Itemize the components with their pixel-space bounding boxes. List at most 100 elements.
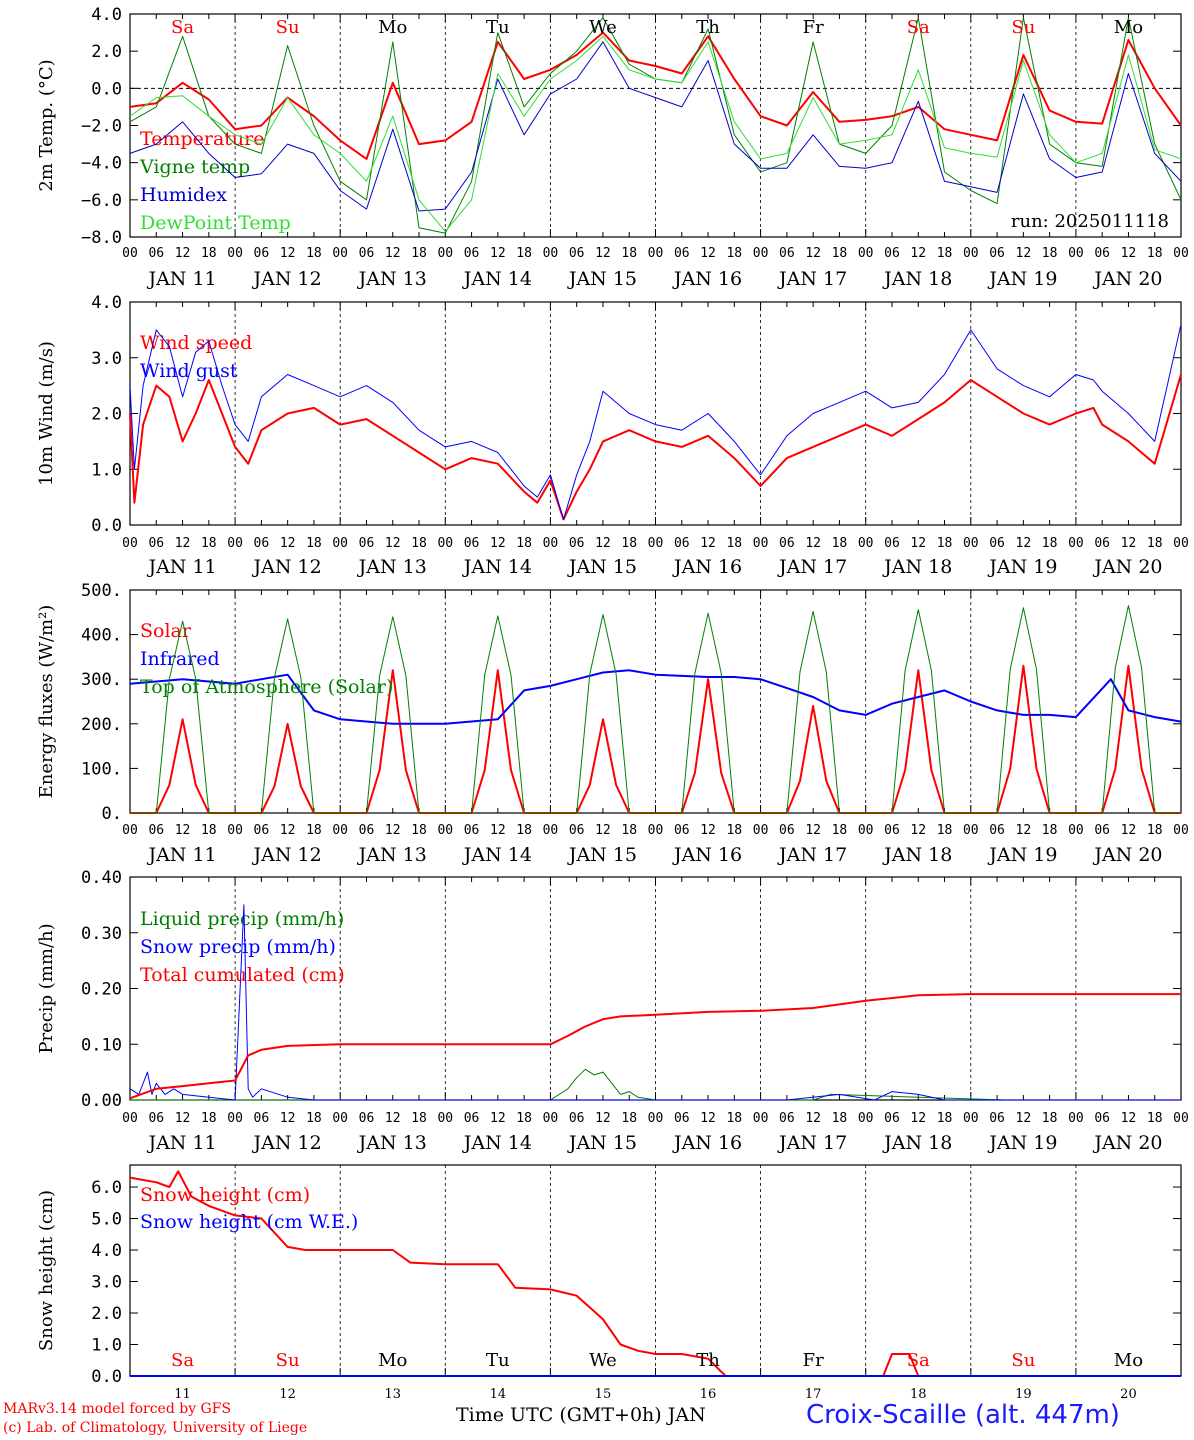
date-label: JAN 14 (462, 268, 532, 290)
hour-tick-label: 18 (201, 823, 217, 838)
y-tick-label: −2.0 (81, 117, 122, 137)
y-tick-label: 0.0 (91, 1367, 122, 1387)
weekday-label: Sa (171, 17, 194, 38)
weekday-label: We (589, 17, 617, 38)
hour-tick-label: 06 (989, 1111, 1005, 1126)
hour-tick-label: 00 (543, 1111, 559, 1126)
hour-tick-label: 00 (437, 246, 453, 261)
y-tick-label: 0.0 (91, 516, 122, 536)
hour-tick-label: 18 (1042, 536, 1058, 551)
hour-tick-label: 18 (726, 1111, 742, 1126)
hour-tick-label: 00 (122, 1111, 138, 1126)
hour-tick-label: 18 (726, 536, 742, 551)
hour-tick-label: 06 (884, 246, 900, 261)
hour-tick-label: 18 (516, 246, 532, 261)
hour-tick-label: 12 (280, 1111, 296, 1126)
weekday-label: Sa (907, 1350, 930, 1371)
hour-tick-label: 06 (779, 823, 795, 838)
hour-tick-label: 18 (726, 246, 742, 261)
date-label: JAN 20 (1092, 844, 1162, 866)
hour-tick-label: 00 (753, 1111, 769, 1126)
hour-tick-label: 12 (595, 246, 611, 261)
hour-tick-label: 06 (148, 823, 164, 838)
y-tick-label: 0.20 (81, 980, 122, 1000)
hour-tick-label: 00 (753, 823, 769, 838)
y-tick-label: 200. (81, 715, 122, 735)
date-label: JAN 15 (567, 844, 637, 866)
hour-tick-label: 12 (490, 536, 506, 551)
date-label: JAN 14 (462, 844, 532, 866)
hour-tick-label: 06 (254, 823, 270, 838)
weekday-label: Mo (378, 17, 407, 38)
weekday-label: Su (1011, 1350, 1035, 1371)
hour-tick-label: 00 (122, 536, 138, 551)
date-label: JAN 13 (357, 268, 427, 290)
hour-tick-label: 00 (753, 246, 769, 261)
hour-tick-label: 18 (201, 536, 217, 551)
hour-tick-label: 18 (306, 246, 322, 261)
legend-entry: Total cumulated (cm) (140, 964, 345, 986)
series-line-2 (129, 324, 1182, 520)
y-tick-label: 500. (81, 581, 122, 601)
legend-entry: Liquid precip (mm/h) (140, 908, 344, 930)
hour-tick-label: 06 (989, 536, 1005, 551)
hour-tick-label: 00 (1068, 536, 1084, 551)
hour-tick-label: 12 (910, 823, 926, 838)
hour-tick-label: 06 (1094, 246, 1110, 261)
hour-tick-label: 18 (621, 536, 637, 551)
hour-tick-label: 12 (1016, 1111, 1032, 1126)
weekday-label: Tu (486, 17, 510, 38)
hour-tick-label: 12 (805, 1111, 821, 1126)
hour-tick-label: 00 (332, 1111, 348, 1126)
date-label: JAN 13 (357, 844, 427, 866)
chart-panel-3: 00 06 12 18 00 06 12 18 00 06 12 18 00 06 12 18 00 06 12 18… (36, 581, 1189, 866)
y-tick-label: 1.0 (91, 1336, 122, 1356)
date-label: JAN 19 (987, 268, 1057, 290)
hour-tick-label: 12 (595, 1111, 611, 1126)
hour-tick-label: 12 (595, 536, 611, 551)
weekday-label: Mo (1114, 17, 1143, 38)
hour-tick-label: 06 (359, 1111, 375, 1126)
date-label: JAN 12 (252, 844, 322, 866)
date-label: JAN 17 (777, 1132, 847, 1154)
hour-tick-label: 00 (437, 536, 453, 551)
hour-tick-label: 06 (464, 246, 480, 261)
date-label: 19 (1015, 1387, 1032, 1402)
hour-tick-label: 06 (569, 536, 585, 551)
series-line-2 (129, 904, 1181, 1101)
hour-tick-label: 18 (411, 246, 427, 261)
hour-tick-label: 18 (306, 1111, 322, 1126)
hour-tick-label: 18 (621, 1111, 637, 1126)
hour-tick-label: 12 (280, 246, 296, 261)
hour-tick-label: 12 (1121, 1111, 1137, 1126)
legend-entry: Wind speed (140, 332, 252, 354)
y-tick-label: 0.00 (81, 1091, 122, 1111)
hour-tick-label: 06 (569, 1111, 585, 1126)
y-axis-label: Energy fluxes (W/m²) (36, 605, 57, 799)
legend-entry: Solar (140, 620, 192, 642)
y-tick-label: 4.0 (91, 293, 122, 313)
date-label: JAN 20 (1092, 268, 1162, 290)
hour-tick-label: 18 (937, 823, 953, 838)
hour-tick-label: 00 (858, 246, 874, 261)
series-line-3 (130, 605, 1181, 814)
weekday-label: Su (1011, 17, 1035, 38)
hour-tick-label: 12 (700, 536, 716, 551)
hour-tick-label: 00 (437, 1111, 453, 1126)
date-label: JAN 16 (672, 556, 742, 578)
hour-tick-label: 06 (779, 536, 795, 551)
x-axis-title: Time UTC (GMT+0h) JAN (456, 1404, 706, 1426)
date-label: 11 (174, 1387, 191, 1402)
date-label: JAN 19 (987, 556, 1057, 578)
hour-tick-label: 18 (411, 823, 427, 838)
y-tick-label: 0.40 (81, 868, 122, 888)
series-line-3 (129, 41, 1182, 212)
hour-tick-label: 18 (832, 536, 848, 551)
chart-panel-4: 00 06 12 18 00 06 12 18 00 06 12 18 00 06 12 18 00 06 12 18… (36, 868, 1189, 1154)
legend-entry: Vigne temp (139, 156, 250, 178)
hour-tick-label: 18 (1147, 823, 1163, 838)
date-label: JAN 11 (146, 268, 216, 290)
hour-tick-label: 06 (359, 536, 375, 551)
date-label: JAN 20 (1092, 556, 1162, 578)
y-tick-label: 3.0 (91, 1273, 122, 1293)
